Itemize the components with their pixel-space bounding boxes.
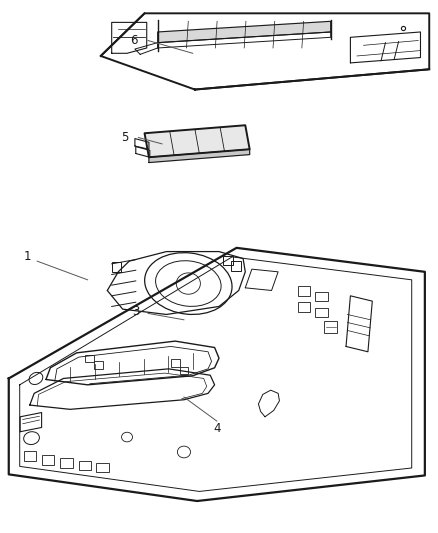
Bar bbox=[223, 256, 233, 265]
Text: 1: 1 bbox=[23, 251, 31, 263]
Text: 6: 6 bbox=[130, 34, 138, 47]
Bar bbox=[324, 321, 337, 333]
Bar bbox=[171, 359, 180, 367]
Bar bbox=[85, 355, 94, 362]
Bar bbox=[94, 361, 103, 369]
Bar bbox=[298, 286, 310, 296]
Polygon shape bbox=[149, 149, 250, 163]
Bar bbox=[315, 292, 328, 301]
Bar bbox=[112, 262, 121, 272]
Bar bbox=[315, 308, 328, 317]
Bar bbox=[180, 367, 188, 374]
Text: 4: 4 bbox=[213, 422, 221, 435]
Text: 5: 5 bbox=[121, 131, 128, 144]
Bar bbox=[298, 302, 310, 312]
Text: 3: 3 bbox=[132, 305, 139, 318]
Bar bbox=[60, 458, 73, 468]
Polygon shape bbox=[145, 125, 250, 157]
Bar bbox=[42, 455, 54, 465]
Polygon shape bbox=[158, 21, 331, 43]
Bar bbox=[231, 261, 241, 271]
Bar bbox=[24, 451, 36, 461]
Bar bbox=[96, 463, 109, 472]
Bar bbox=[79, 461, 91, 470]
